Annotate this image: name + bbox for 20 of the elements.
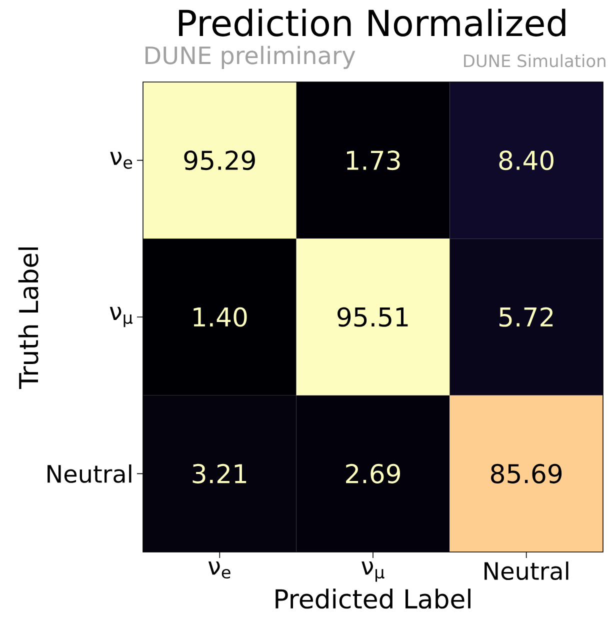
data-label: 2.69	[346, 464, 400, 484]
data-label: 95.51	[338, 307, 408, 327]
y-tick-label: ν$_{e}$	[110, 152, 132, 169]
data-label: 5.72	[500, 307, 553, 327]
data-label: 1.73	[347, 150, 400, 170]
data-label: 8.40	[499, 150, 554, 170]
x-tick-label: ν$_{μ}$	[362, 562, 384, 582]
data-label: 3.21	[192, 464, 246, 484]
data-label: 85.69	[491, 464, 562, 484]
y-tick-label: ν$_{μ}$	[110, 306, 133, 328]
data-label: 95.29	[184, 150, 255, 170]
text: DUNE preliminary	[146, 46, 356, 69]
chart-title: Prediction Normalized	[179, 8, 566, 36]
y-axis-title: Truth Label	[18, 248, 38, 389]
y-tick-label: Neutral	[48, 464, 132, 483]
data-label: 1.40	[194, 307, 247, 327]
text: DUNE Simulation	[464, 54, 606, 68]
x-tick-label: Neutral	[484, 562, 568, 580]
x-axis-title: Predicted Label	[276, 588, 470, 609]
x-tick-label: ν$_{e}$	[208, 562, 230, 579]
